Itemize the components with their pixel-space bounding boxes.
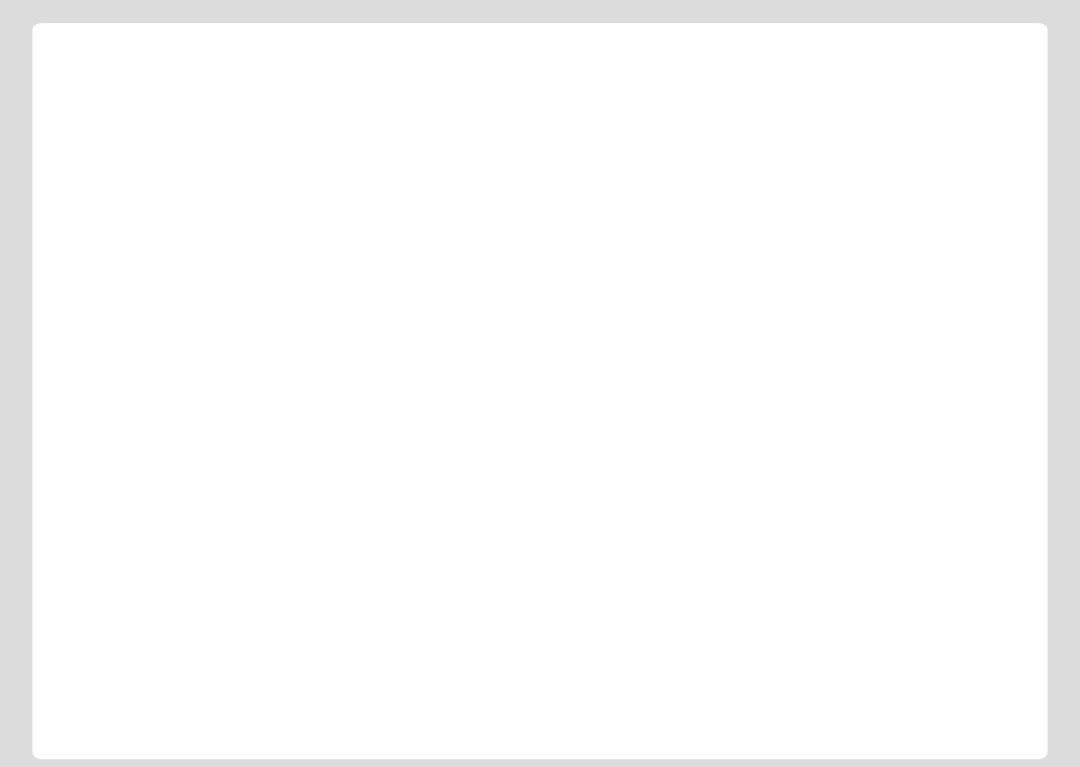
Text: 0.00346: 0.00346 [181,518,308,548]
Text: 0.21475: 0.21475 [181,327,308,356]
Text: Then, the actual error for the approximation of $f'(2)$ $\mathit{with}$ $h = 0.1: Then, the actual error for the approxima… [83,230,804,253]
Text: Suppose that the first derivative of $f(x) = x^2 \ln x$ is approximated by the f: Suppose that the first derivative of $f(… [83,80,894,104]
Text: None of the choices: None of the choices [181,423,484,452]
Text: $f'(x) \approx$: $f'(x) \approx$ [313,162,368,183]
Text: $2h$: $2h$ [577,184,600,202]
Text: $f(x-2h) - 4f(x-h) + 3f(x)$: $f(x-2h) - 4f(x-h) + 3f(x)$ [470,143,708,163]
Text: 0.01458: 0.01458 [181,614,308,644]
